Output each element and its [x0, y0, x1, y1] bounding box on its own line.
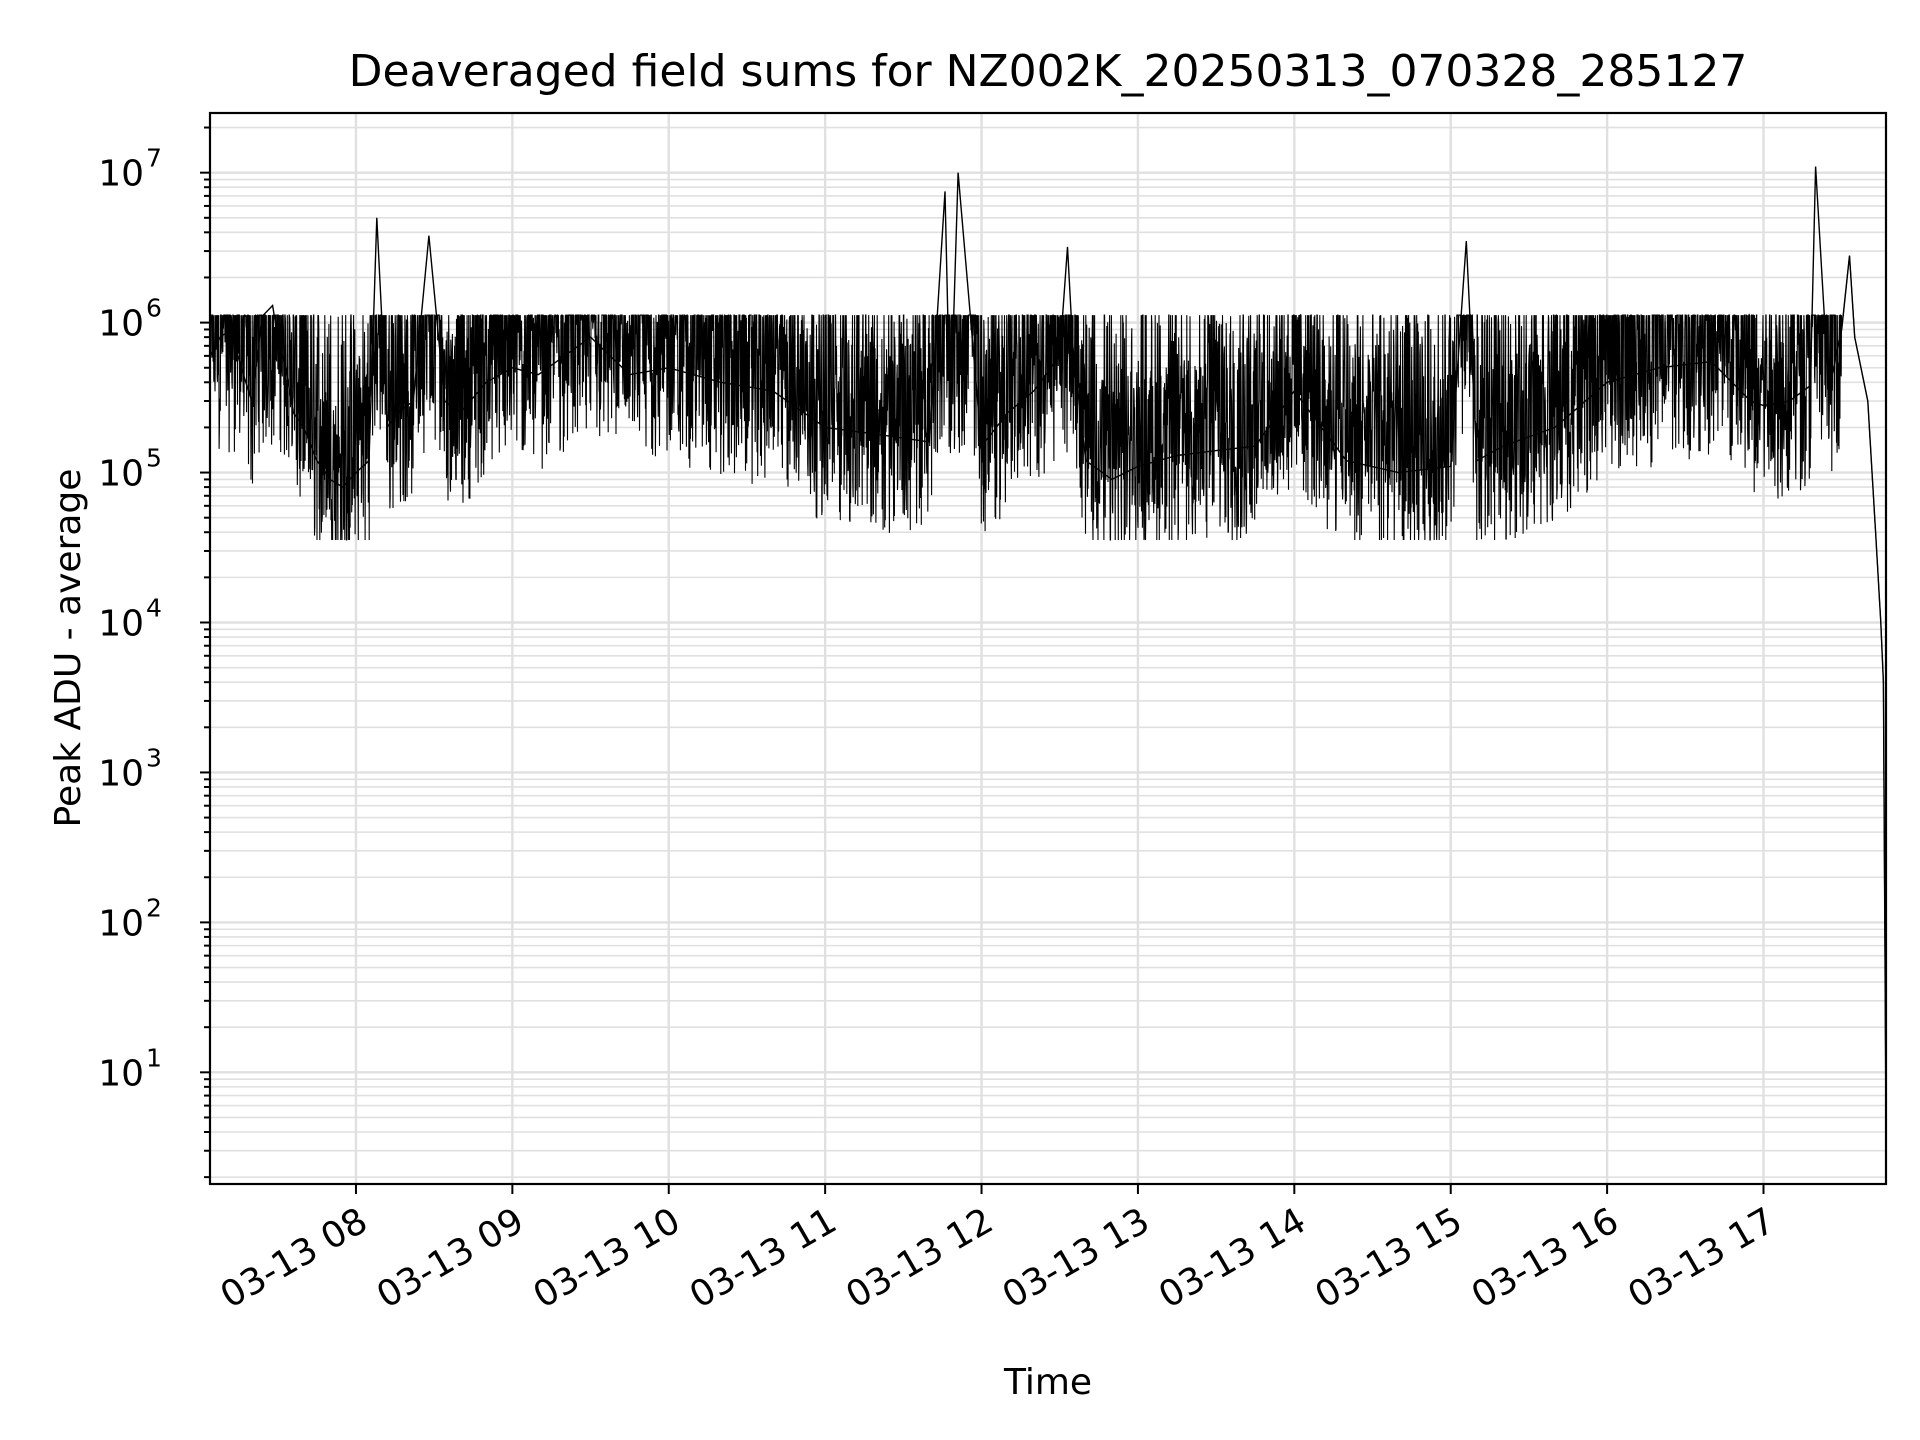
grid [210, 113, 1886, 1184]
x-axis-label: Time [1003, 1362, 1092, 1403]
y-tick-label: 10 7 [98, 144, 162, 195]
y-tick-base: 10 [98, 753, 144, 794]
y-tick-label: 10 2 [98, 893, 162, 944]
y-tick-base: 10 [98, 903, 144, 944]
y-tick-label: 10 1 [98, 1043, 162, 1094]
x-tick-label: 03-13 17 [1621, 1200, 1782, 1316]
y-tick-base: 10 [98, 154, 144, 195]
y-tick-label: 10 6 [98, 294, 162, 345]
y-tick-base: 10 [98, 454, 144, 495]
x-tick-label: 03-13 16 [1465, 1200, 1626, 1316]
y-axis-label: Peak ADU - average [48, 469, 89, 828]
x-tick-label: 03-13 13 [996, 1200, 1157, 1316]
y-tick-label: 10 4 [98, 594, 162, 645]
series-line [209, 166, 1887, 1133]
y-tick-exponent: 6 [146, 294, 162, 323]
series-line-detail [209, 255, 1887, 1115]
y-tick-base: 10 [98, 304, 144, 345]
x-tick-label: 03-13 15 [1309, 1200, 1470, 1316]
y-tick-exponent: 5 [146, 444, 162, 473]
x-tick-label: 03-13 09 [370, 1200, 531, 1316]
y-tick-exponent: 1 [146, 1043, 162, 1072]
y-tick-label: 10 3 [98, 743, 162, 794]
y-tick-exponent: 2 [146, 893, 162, 922]
chart-title: Deaveraged field sums for NZ002K_2025031… [349, 46, 1748, 97]
x-tick-label: 03-13 11 [683, 1200, 844, 1316]
x-tick-label: 03-13 12 [839, 1200, 1000, 1316]
plot-frame [208, 111, 1888, 1186]
y-tick-exponent: 3 [146, 743, 162, 772]
x-tick-label: 03-13 14 [1152, 1200, 1313, 1316]
y-tick-exponent: 7 [146, 144, 162, 173]
y-tick-base: 10 [98, 604, 144, 645]
y-tick-label: 10 5 [98, 444, 162, 495]
data-series [209, 166, 1887, 1133]
y-tick-exponent: 4 [146, 594, 162, 623]
x-tick-label: 03-13 10 [527, 1200, 688, 1316]
x-tick-label: 03-13 08 [214, 1200, 375, 1316]
y-tick-base: 10 [98, 1053, 144, 1094]
